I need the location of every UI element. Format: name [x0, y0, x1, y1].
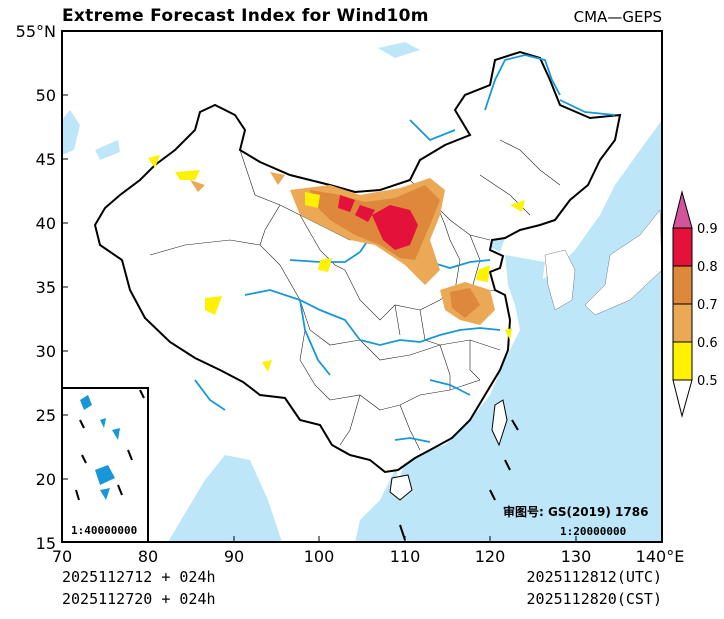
korea-land	[544, 249, 576, 311]
colorbar-label: 0.5	[697, 374, 718, 389]
sea-south-china	[355, 445, 405, 542]
sakhalin	[645, 80, 662, 125]
colorbar-labels: 0.9 0.8 0.7 0.6 0.5	[697, 222, 718, 389]
y-tick: 55°N	[16, 22, 56, 41]
y-tick: 20	[36, 470, 56, 489]
x-tick: 70	[52, 547, 72, 566]
y-tick: 15	[36, 534, 56, 553]
taiwan-island	[491, 399, 508, 447]
sea-pacific	[395, 120, 662, 542]
colorbar-label: 0.6	[697, 336, 718, 351]
colorbar-segment-0.9	[672, 190, 693, 229]
y-tick: 50	[36, 86, 56, 105]
colorbar-segment-0.8	[672, 227, 693, 267]
sea-bay-of-bengal	[168, 455, 282, 542]
approval-number: 审图号: GS(2019) 1786	[503, 504, 648, 519]
valid-time-utc: 2025112812(UTC)	[527, 568, 662, 586]
y-tick: 30	[36, 342, 56, 361]
model-label: CMA—GEPS	[573, 8, 662, 26]
yellow-sea	[505, 255, 545, 305]
caspian-edge	[62, 110, 80, 155]
lake-baikal	[378, 42, 420, 58]
init-time-utc: 2025112712 + 024h	[62, 568, 216, 586]
valid-time-cst: 2025112820(CST)	[527, 590, 662, 608]
y-tick: 35	[36, 278, 56, 297]
colorbar	[672, 190, 693, 418]
colorbar-segment-0.5	[672, 341, 693, 381]
x-tick: 120	[475, 547, 506, 566]
japan-land	[584, 209, 662, 316]
colorbar-label: 0.8	[697, 260, 718, 275]
footer: 2025112712 + 024h 2025112720 + 024h 2025…	[62, 568, 662, 608]
x-tick: 100	[304, 547, 335, 566]
border-dashes	[399, 419, 519, 541]
main-scale-label: 1:20000000	[560, 525, 626, 538]
y-axis-labels: 55°N 50 45 40 35 30 25 20 15	[16, 22, 56, 553]
colorbar-label: 0.7	[697, 298, 718, 313]
y-tick: 40	[36, 214, 56, 233]
inset-scale-label: 1:40000000	[71, 524, 137, 537]
south-china-sea-inset: 1:40000000	[61, 387, 149, 543]
colorbar-label: 0.9	[697, 222, 718, 237]
y-tick: 45	[36, 150, 56, 169]
colorbar-segment-below	[672, 379, 693, 418]
y-tick: 25	[36, 406, 56, 425]
x-axis-labels: 70 80 90 100 110 120 130 140°E	[52, 547, 685, 566]
efi-shading	[148, 155, 525, 372]
x-tick: 130	[561, 547, 592, 566]
colorbar-segment-0.6	[672, 303, 693, 343]
x-tick: 90	[224, 547, 244, 566]
colorbar-segment-0.7	[672, 265, 693, 305]
lake-balkhash	[95, 140, 120, 160]
china-outline	[93, 50, 622, 474]
x-tick: 140°E	[636, 547, 685, 566]
hainan-island	[389, 474, 413, 501]
map-title: Extreme Forecast Index for Wind10m	[62, 6, 429, 26]
x-tick: 110	[390, 547, 421, 566]
init-time-cst: 2025112720 + 024h	[62, 590, 216, 608]
x-tick-marks	[147, 536, 577, 542]
y-tick-marks	[62, 94, 68, 480]
x-tick: 80	[138, 547, 158, 566]
